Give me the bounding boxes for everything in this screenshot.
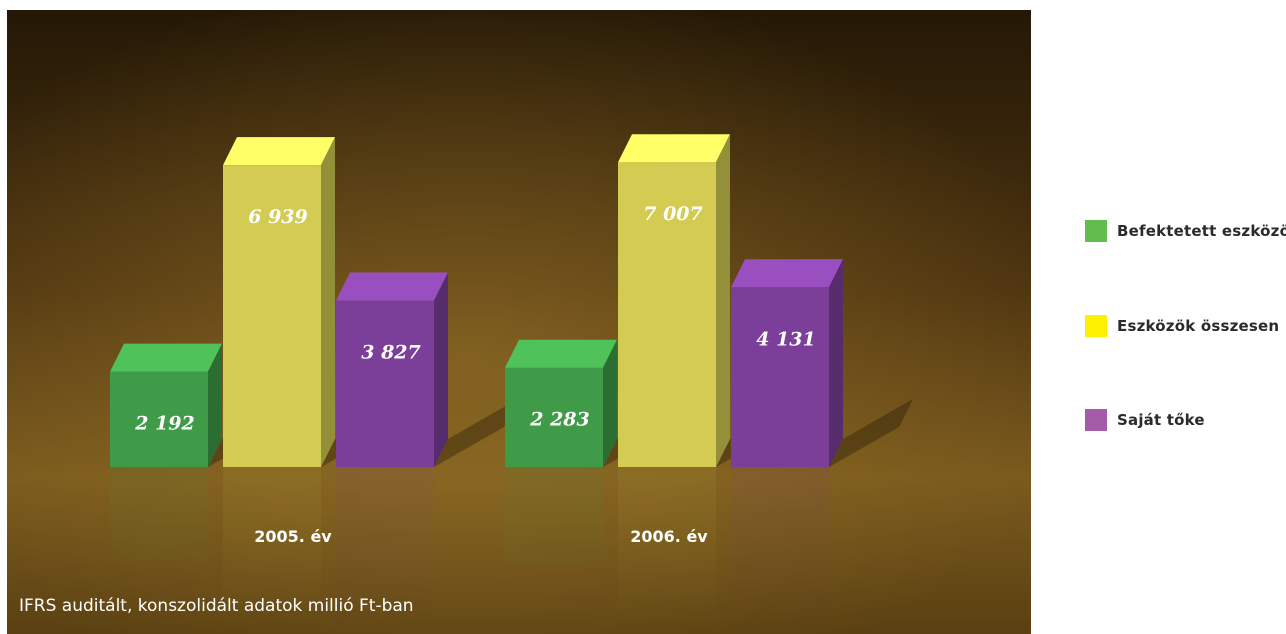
value-label-befektetett-2005: 2 192 bbox=[134, 413, 195, 435]
value-label-sajat-toke-2005: 3 827 bbox=[361, 342, 421, 364]
category-label-2005: 2005. év bbox=[254, 527, 332, 546]
bar-top-befektetett-2006 bbox=[505, 339, 617, 368]
bar-side-sajat-toke-2006 bbox=[829, 259, 843, 467]
bar-befektetett-2006 bbox=[505, 367, 603, 467]
chart-note: IFRS auditált, konszolidált adatok milli… bbox=[19, 596, 414, 616]
bar-reflection-eszkozok-2005 bbox=[223, 467, 321, 627]
bar-side-sajat-toke-2005 bbox=[434, 272, 448, 467]
bar-befektetett-2005 bbox=[110, 371, 208, 467]
bar-shadow-sajat-toke-2006 bbox=[829, 399, 913, 467]
bar-sajat-toke-2006 bbox=[731, 287, 829, 467]
legend-label: Befektetett eszközök bbox=[1117, 222, 1286, 240]
value-label-sajat-toke-2006: 4 131 bbox=[756, 328, 816, 350]
legend-item-sajat-toke: Saját tőke bbox=[1085, 409, 1205, 431]
bar-side-eszkozok-2006 bbox=[716, 134, 730, 467]
bar-side-eszkozok-2005 bbox=[321, 137, 335, 467]
bar-reflection-eszkozok-2006 bbox=[618, 467, 716, 627]
bar-eszkozok-2005 bbox=[223, 165, 321, 467]
category-label-2006: 2006. év bbox=[630, 527, 708, 546]
legend-label: Saját tőke bbox=[1117, 411, 1205, 429]
bar-top-eszkozok-2005 bbox=[223, 137, 335, 166]
bar-sajat-toke-2005 bbox=[336, 300, 434, 467]
bar-top-eszkozok-2006 bbox=[618, 134, 730, 163]
value-label-eszkozok-2006: 7 007 bbox=[643, 203, 703, 225]
bar-top-sajat-toke-2006 bbox=[731, 259, 843, 288]
value-label-befektetett-2006: 2 283 bbox=[529, 409, 590, 431]
bar-shadow-sajat-toke-2005 bbox=[434, 399, 518, 467]
legend-swatch-yellow bbox=[1085, 315, 1107, 337]
legend-label: Eszközök összesen bbox=[1117, 317, 1280, 335]
bar-top-sajat-toke-2005 bbox=[336, 272, 448, 301]
value-label-eszkozok-2005: 6 939 bbox=[248, 206, 308, 228]
legend-item-befektetett: Befektetett eszközök bbox=[1085, 220, 1286, 242]
chart-panel: 2 192 6 939 3 827 2 283 7 007 4 131 2005. év … bbox=[7, 10, 1031, 634]
bar-reflection-befektetett-2006 bbox=[505, 467, 603, 567]
bar-side-befektetett-2006 bbox=[603, 339, 617, 467]
legend-swatch-green bbox=[1085, 220, 1107, 242]
legend-item-eszkozok: Eszközök összesen bbox=[1085, 315, 1279, 337]
bar-reflection-befektetett-2005 bbox=[110, 467, 208, 563]
bar-reflection-sajat-toke-2006 bbox=[731, 467, 829, 627]
bar-top-befektetett-2005 bbox=[110, 343, 222, 372]
bar-eszkozok-2006 bbox=[618, 162, 716, 467]
bar-reflection-sajat-toke-2005 bbox=[336, 467, 434, 627]
bar-side-befektetett-2005 bbox=[208, 343, 222, 467]
legend-swatch-purple bbox=[1085, 409, 1107, 431]
